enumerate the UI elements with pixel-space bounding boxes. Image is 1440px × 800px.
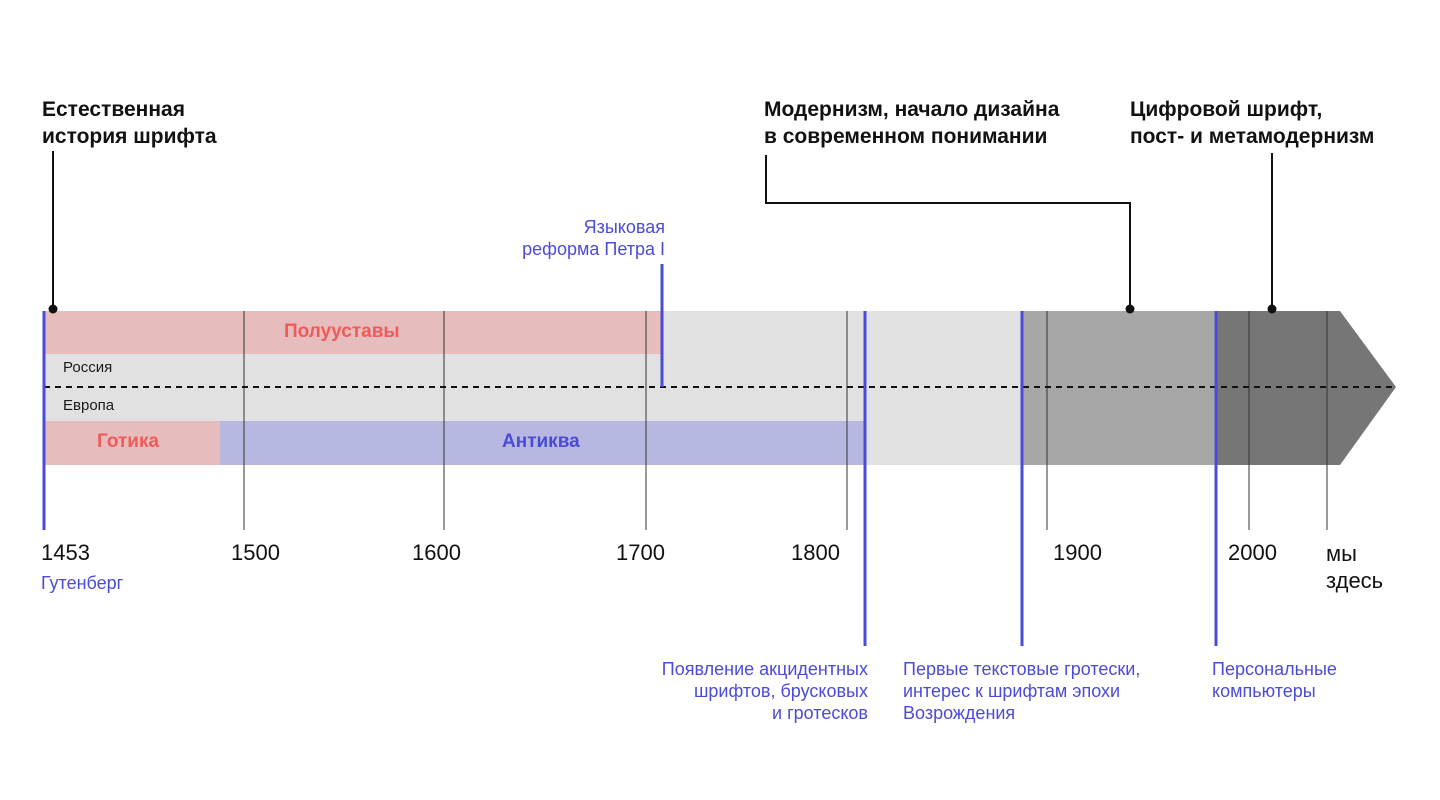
year-label-now-line1: мы bbox=[1326, 541, 1357, 566]
marker-natural-history bbox=[48, 304, 58, 314]
connector-modernism bbox=[765, 155, 1131, 309]
band-modernism bbox=[1022, 311, 1216, 465]
heading-natural-history-line1: Естественная bbox=[42, 98, 185, 121]
event-peter-reform-line2: реформа Петра I bbox=[522, 239, 665, 259]
year-label-now-line2: здесь bbox=[1326, 568, 1384, 593]
year-label-1500: 1500 bbox=[231, 540, 280, 565]
band-gotika bbox=[44, 421, 220, 465]
heading-digital-line1: Цифровой шрифт, bbox=[1130, 98, 1323, 121]
band-label-antikva: Антиква bbox=[502, 431, 580, 452]
event-first-grotesks-line1: Первые текстовые гротески, bbox=[903, 659, 1141, 679]
event-personal-computers: Персональные компьютеры bbox=[1212, 658, 1337, 702]
year-label-2000: 2000 bbox=[1228, 540, 1277, 565]
event-personal-computers-line1: Персональные bbox=[1212, 659, 1337, 679]
band-label-gotika: Готика bbox=[97, 431, 160, 452]
heading-digital: Цифровой шрифт, пост- и метамодернизм bbox=[1130, 96, 1374, 150]
row-label-russia: Россия bbox=[63, 359, 113, 376]
year-label-1453: 1453 bbox=[41, 540, 90, 565]
event-personal-computers-line2: компьютеры bbox=[1212, 681, 1316, 701]
event-first-grotesks-line2: интерес к шрифтам эпохи bbox=[903, 681, 1121, 701]
heading-modernism-line1: Модернизм, начало дизайна bbox=[764, 98, 1060, 121]
band-poluustavy bbox=[44, 311, 662, 354]
event-first-grotesks: Первые текстовые гротески, интерес к шри… bbox=[903, 658, 1140, 724]
band-digital-arrow bbox=[1216, 311, 1396, 465]
band-label-poluustavy: Полууставы bbox=[284, 321, 400, 342]
band-antikva bbox=[220, 421, 865, 465]
event-accident-fonts-line3: и гротесков bbox=[772, 703, 868, 723]
year-label-1700: 1700 bbox=[616, 540, 665, 565]
event-peter-reform-line1: Языковая bbox=[583, 217, 665, 237]
marker-digital bbox=[1267, 304, 1277, 314]
event-accident-fonts-line1: Появление акцидентных bbox=[661, 659, 868, 679]
year-label-1800: 1800 bbox=[791, 540, 840, 565]
heading-modernism: Модернизм, начало дизайна в современном … bbox=[764, 96, 1059, 150]
marker-modernism bbox=[1125, 304, 1135, 314]
event-peter-reform: Языковая реформа Петра I bbox=[522, 216, 665, 260]
event-gutenberg: Гутенберг bbox=[41, 573, 124, 593]
heading-digital-line2: пост- и метамодернизм bbox=[1130, 125, 1375, 148]
event-accident-fonts-line2: шрифтов, брусковых bbox=[693, 681, 868, 701]
year-label-1900: 1900 bbox=[1053, 540, 1102, 565]
event-first-grotesks-line3: Возрождения bbox=[903, 703, 1016, 723]
heading-modernism-line2: в современном понимании bbox=[764, 125, 1048, 148]
row-label-europe: Европа bbox=[63, 397, 115, 414]
year-label-now: мы здесь bbox=[1326, 540, 1383, 594]
heading-natural-history-line2: история шрифта bbox=[42, 125, 217, 148]
year-label-1600: 1600 bbox=[412, 540, 461, 565]
event-accident-fonts: Появление акцидентных шрифтов, брусковых… bbox=[662, 658, 868, 724]
heading-natural-history: Естественная история шрифта bbox=[42, 96, 217, 150]
